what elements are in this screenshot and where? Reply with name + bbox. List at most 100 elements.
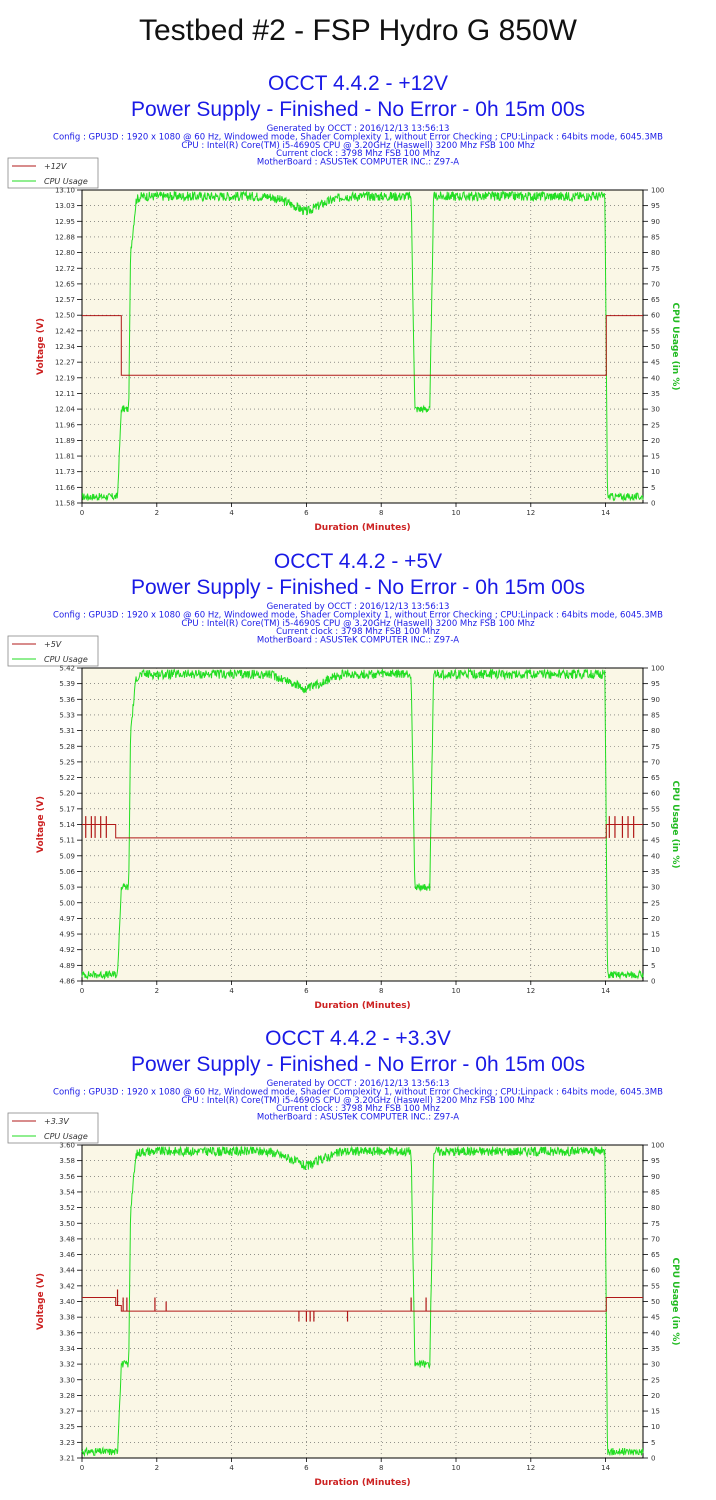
y2-tick-label: 70: [651, 758, 660, 766]
y-tick-label: 3.48: [59, 1235, 75, 1243]
y2-tick-label: 80: [651, 727, 660, 735]
y2-tick-label: 10: [651, 1423, 660, 1431]
y-tick-label: 3.30: [59, 1376, 75, 1384]
info-line: CPU : Intel(R) Core(TM) i5-4690S CPU @ 3…: [181, 619, 535, 629]
y2-tick-label: 50: [651, 1298, 660, 1306]
y2-tick-label: 30: [651, 406, 660, 414]
x-tick-label: 12: [526, 987, 535, 995]
y-tick-label: 3.56: [59, 1173, 75, 1181]
x-tick-label: 12: [526, 509, 535, 517]
info-line: Config : GPU3D : 1920 x 1080 @ 60 Hz, Wi…: [53, 610, 663, 620]
y-tick-label: 3.28: [59, 1392, 75, 1400]
x-tick-label: 10: [452, 987, 461, 995]
chart-panel-3v3: OCCT 4.4.2 - +3.3V Power Supply - Finishe…: [0, 1021, 716, 1496]
info-line: MotherBoard : ASUSTeK COMPUTER INC.: Z97…: [257, 636, 459, 646]
y-tick-label: 3.44: [59, 1267, 75, 1275]
y2-tick-label: 95: [651, 680, 660, 688]
y2-tick-label: 15: [651, 1408, 660, 1416]
y-tick-label: 12.57: [55, 296, 75, 304]
chart-title: OCCT 4.4.2 - +12V: [268, 72, 448, 95]
y2-tick-label: 20: [651, 1392, 660, 1400]
y-tick-label: 3.34: [59, 1345, 75, 1353]
page-title: Testbed #2 - FSP Hydro G 850W: [139, 14, 577, 47]
info-line: Current clock : 3798 Mhz FSB 100 Mhz: [276, 149, 440, 159]
legend: +5V CPU Usage: [7, 635, 99, 667]
y-tick-label: 5.31: [59, 727, 75, 735]
y2-tick-label: 0: [651, 500, 655, 508]
chart-subtitle: Power Supply - Finished - No Error - 0h …: [131, 98, 585, 121]
y2-tick-label: 10: [651, 946, 660, 954]
x-tick-label: 0: [80, 509, 84, 517]
y-tick-label: 4.97: [59, 915, 75, 923]
y2-tick-label: 55: [651, 1282, 660, 1290]
y2-tick-label: 65: [651, 774, 660, 782]
y-tick-label: 12.72: [55, 265, 75, 273]
y-tick-label: 5.28: [59, 743, 75, 751]
y-tick-label: 4.92: [59, 946, 75, 954]
x-tick-label: 14: [601, 987, 610, 995]
y-tick-label: 11.81: [55, 453, 75, 461]
y2-axis-label: CPU Usage (in %): [670, 303, 680, 391]
y2-tick-label: 50: [651, 821, 660, 829]
y2-tick-label: 75: [651, 1220, 660, 1228]
x-tick-label: 4: [229, 1464, 234, 1472]
y2-tick-label: 60: [651, 790, 660, 798]
y2-tick-label: 45: [651, 359, 660, 367]
y2-tick-label: 25: [651, 1376, 660, 1384]
chart-title: OCCT 4.4.2 - +3.3V: [265, 1027, 451, 1050]
x-tick-label: 2: [155, 1464, 159, 1472]
y2-tick-label: 95: [651, 202, 660, 210]
chart-svg: OCCT 4.4.2 - +5V Power Supply - Finished …: [7, 550, 680, 1011]
x-tick-label: 8: [379, 1464, 383, 1472]
y-tick-label: 5.17: [59, 805, 75, 813]
y-tick-label: 12.34: [55, 343, 76, 351]
info-line: MotherBoard : ASUSTeK COMPUTER INC.: Z97…: [257, 1113, 459, 1123]
legend: +12V CPU Usage: [7, 157, 99, 189]
x-tick-label: 8: [379, 509, 383, 517]
y2-tick-label: 20: [651, 915, 660, 923]
y-tick-label: 12.42: [55, 327, 75, 335]
y-tick-label: 5.42: [59, 665, 75, 673]
y-tick-label: 5.09: [59, 852, 75, 860]
y-tick-label: 4.95: [59, 931, 75, 939]
x-axis-label: Duration (Minutes): [314, 1001, 410, 1011]
y-tick-label: 4.89: [59, 962, 75, 970]
y2-tick-label: 45: [651, 1314, 660, 1322]
y2-tick-label: 0: [651, 1455, 655, 1463]
x-tick-label: 4: [229, 509, 234, 517]
x-axis-label: Duration (Minutes): [314, 1478, 410, 1488]
chart-subtitle: Power Supply - Finished - No Error - 0h …: [131, 1053, 585, 1076]
y2-tick-label: 5: [651, 1439, 655, 1447]
y-tick-label: 12.65: [55, 280, 75, 288]
info-line: Config : GPU3D : 1920 x 1080 @ 60 Hz, Wi…: [53, 1087, 663, 1097]
x-tick-label: 14: [601, 1464, 610, 1472]
info-line: Config : GPU3D : 1920 x 1080 @ 60 Hz, Wi…: [53, 132, 663, 142]
y-tick-label: 12.80: [55, 249, 75, 257]
info-line: Generated by OCCT : 2016/12/13 13:56:13: [267, 602, 450, 612]
y2-tick-label: 70: [651, 280, 660, 288]
y-tick-label: 5.36: [59, 696, 75, 704]
y2-tick-label: 5: [651, 484, 655, 492]
y2-tick-label: 80: [651, 1204, 660, 1212]
x-tick-label: 8: [379, 987, 383, 995]
legend-box: [7, 1112, 99, 1144]
y2-tick-label: 35: [651, 1345, 660, 1353]
y2-tick-label: 15: [651, 931, 660, 939]
legend-label-voltage: +12V: [44, 162, 67, 171]
y2-tick-label: 75: [651, 743, 660, 751]
voltage-line: [82, 824, 643, 839]
y-tick-label: 11.73: [55, 468, 75, 476]
y-tick-label: 5.06: [59, 868, 75, 876]
x-tick-label: 6: [304, 987, 309, 995]
y-tick-label: 3.38: [59, 1314, 75, 1322]
y-tick-label: 3.52: [59, 1204, 75, 1212]
cpu-usage-line: [81, 668, 644, 980]
y2-tick-label: 15: [651, 453, 660, 461]
y2-tick-label: 95: [651, 1157, 660, 1165]
y-tick-label: 5.25: [59, 758, 75, 766]
y2-tick-label: 85: [651, 233, 660, 241]
info-line: CPU : Intel(R) Core(TM) i5-4690S CPU @ 3…: [181, 141, 535, 151]
y2-axis-label: CPU Usage (in %): [670, 781, 680, 869]
y2-tick-label: 60: [651, 312, 660, 320]
y2-tick-label: 60: [651, 1267, 660, 1275]
